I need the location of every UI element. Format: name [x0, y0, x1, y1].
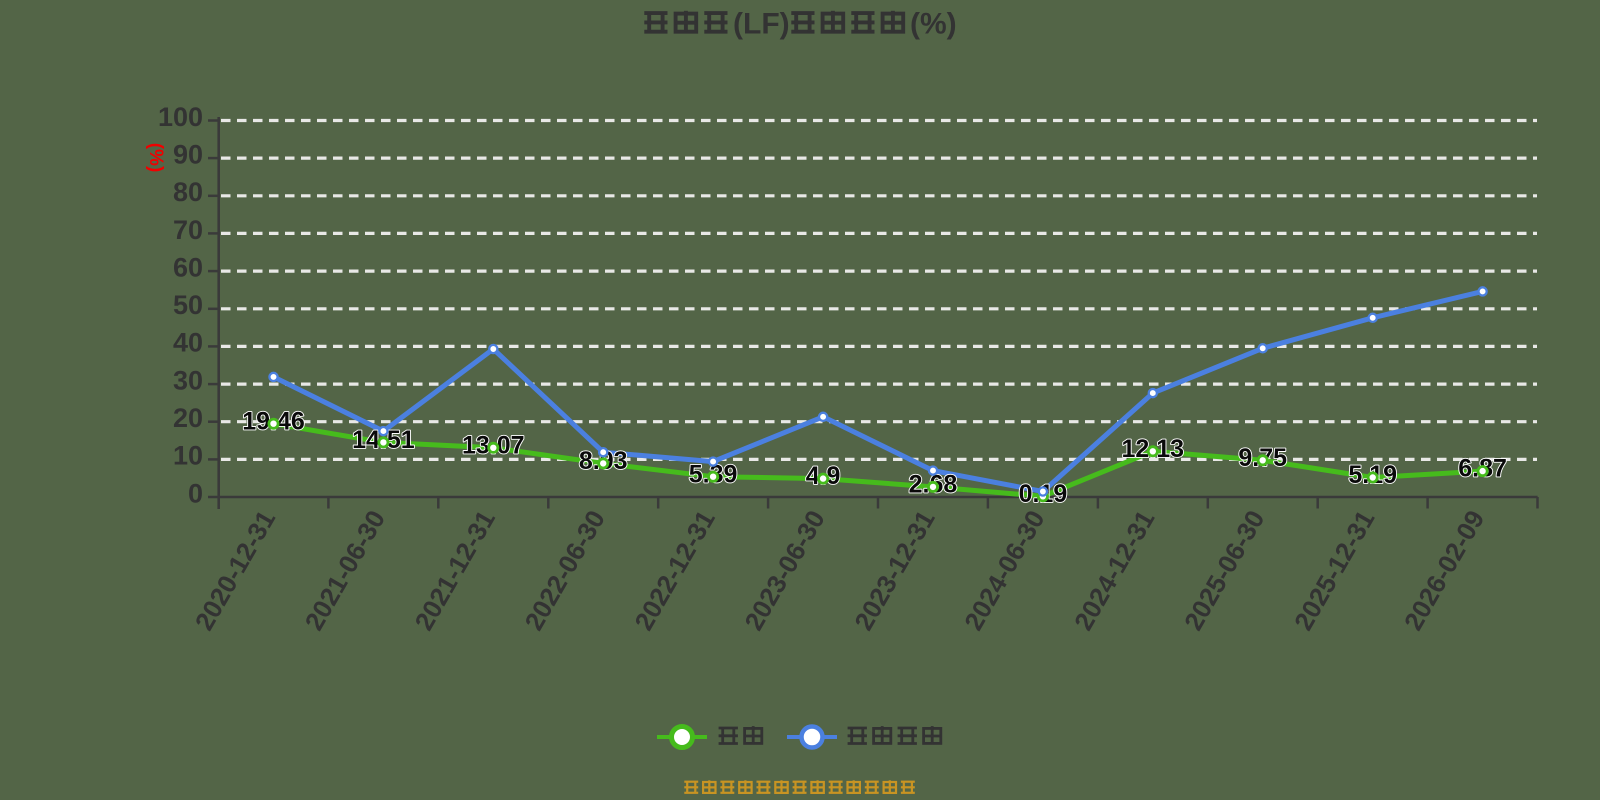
svg-text:(%): (%)	[145, 143, 166, 173]
svg-text:60: 60	[173, 252, 203, 282]
svg-text:50: 50	[173, 290, 203, 320]
svg-text:20: 20	[173, 403, 203, 433]
svg-text:90: 90	[173, 139, 203, 169]
svg-text:30: 30	[173, 365, 203, 395]
svg-text:70: 70	[173, 215, 203, 245]
svg-text:(%): (%)	[910, 8, 957, 41]
svg-text:40: 40	[173, 328, 203, 358]
svg-text:10: 10	[173, 441, 203, 471]
svg-text:100: 100	[158, 102, 203, 132]
svg-text:5.19: 5.19	[1348, 461, 1397, 489]
svg-text:0: 0	[188, 478, 203, 508]
svg-text:(LF): (LF)	[733, 8, 790, 41]
svg-text:80: 80	[173, 177, 203, 207]
